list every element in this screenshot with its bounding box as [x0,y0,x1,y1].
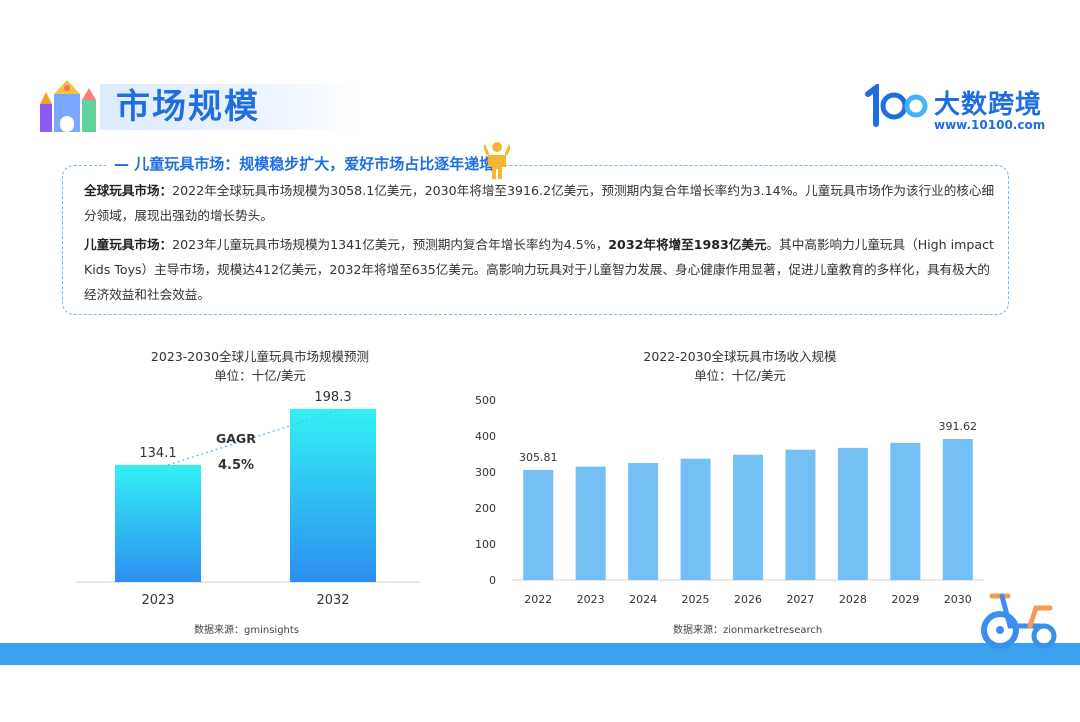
paragraph-kids-toys: 儿童玩具市场：2023年儿童玩具市场规模为1341亿美元，预测期内复合年增长率约… [84,232,1000,307]
logo-name: 大数跨境 [934,90,1043,120]
tricycle-icon [981,593,1057,649]
p1-text: 2022年全球玩具市场规模为3058.1亿美元，2030年将增至3916.2亿美… [84,183,995,223]
summary-box [62,165,1009,315]
chart2-title: 2022-2030全球玩具市场收入规模 [643,349,837,364]
chart2-plot: 0 100 200 300 400 500 2022 305.81 2023 2024 2025 20… [475,394,984,606]
logo-url: www.10100.com [934,118,1046,132]
chart1-x-tick-2032: 2032 [316,593,349,608]
p1-label: 全球玩具市场： [84,183,173,198]
chart1-x-tick-2023: 2023 [141,593,174,608]
chart1-value-label-2032: 198.3 [314,390,351,405]
chart1-subtitle: 单位：十亿/美元 [214,368,306,383]
section-heading-text: 儿童玩具市场：规模稳步扩大，爱好市场占比逐年递增 [134,155,495,173]
page-title: 市场规模 [116,87,260,127]
chart2-x-tick-2023: 2023 [577,593,605,606]
chart1-source: 数据来源：gminsights [194,625,300,636]
p2-bold: 2032年将增至1983亿美元 [608,237,767,252]
chart2-y-tick-400: 400 [475,430,496,443]
chart1-bar-2032 [290,408,376,582]
chart2-y-tick-0: 0 [489,574,496,587]
chart2-y-tick-200: 200 [475,502,496,515]
chart2-bar-2027 [785,449,816,580]
chart2-x-tick-2026: 2026 [734,593,762,606]
chart2-x-tick-2027: 2027 [786,593,814,606]
brand-logo: 大数跨境 www.10100.com [862,84,1048,134]
child-icon [484,142,510,179]
chart2-bar-2025 [680,458,711,580]
p2-label: 儿童玩具市场： [84,237,173,252]
chart2-bar-2029 [890,442,921,580]
p2-text-a: 2023年儿童玩具市场规模为1341亿美元，预测期内复合年增长率约为4.5%， [172,237,609,252]
paragraph-global-toys: 全球玩具市场：2022年全球玩具市场规模为3058.1亿美元，2030年将增至3… [84,178,1000,228]
castle-icon [40,80,96,132]
chart2-x-tick-2030: 2030 [944,593,972,606]
chart2-bar-2026 [733,454,763,580]
chart2-bar-2024 [628,463,659,580]
chart1-trend-line [167,408,344,466]
chart2-x-tick-2028: 2028 [839,593,867,606]
chart2-bar-2022 [523,469,554,580]
chart2-bar-2028 [837,447,868,580]
chart2-x-tick-2025: 2025 [682,593,710,606]
section-heading: — 儿童玩具市场：规模稳步扩大，爱好市场占比逐年递增 [106,152,503,176]
chart2-value-label-2030: 391.62 [939,420,978,433]
p2-text-b: 。其中高影响力儿童玩具（High impact Kids Toys）主导市场，规… [84,237,994,302]
chart1-annotation-value: 4.5% [218,458,254,473]
chart2-bar-2030 [942,439,973,580]
chart1-title: 2023-2030全球儿童玩具市场规模预测 [150,349,370,364]
logo-mark-icon [865,84,928,127]
bottom-band [0,643,1080,665]
chart2-x-tick-2024: 2024 [629,593,657,606]
chart1-bar-2023 [115,464,201,582]
title-band [100,84,355,130]
chart1-value-label-2023: 134.1 [139,446,176,461]
chart2-y-tick-100: 100 [475,538,496,551]
chart2-bar-2023 [575,466,606,580]
chart2-y-tick-300: 300 [475,466,496,479]
chart2-x-tick-2029: 2029 [891,593,919,606]
chart2-y-tick-500: 500 [475,394,496,407]
chart1-plot: 134.1 2023 198.3 2032 GAGR 4.5% [76,390,420,608]
chart2-x-tick-2022: 2022 [524,593,552,606]
chart2-source: 数据来源：zionmarketresearch [673,625,823,636]
chart2-value-label-2022: 305.81 [519,451,558,464]
chart2-subtitle: 单位：十亿/美元 [694,368,786,383]
chart1-annotation-label: GAGR [216,431,256,446]
